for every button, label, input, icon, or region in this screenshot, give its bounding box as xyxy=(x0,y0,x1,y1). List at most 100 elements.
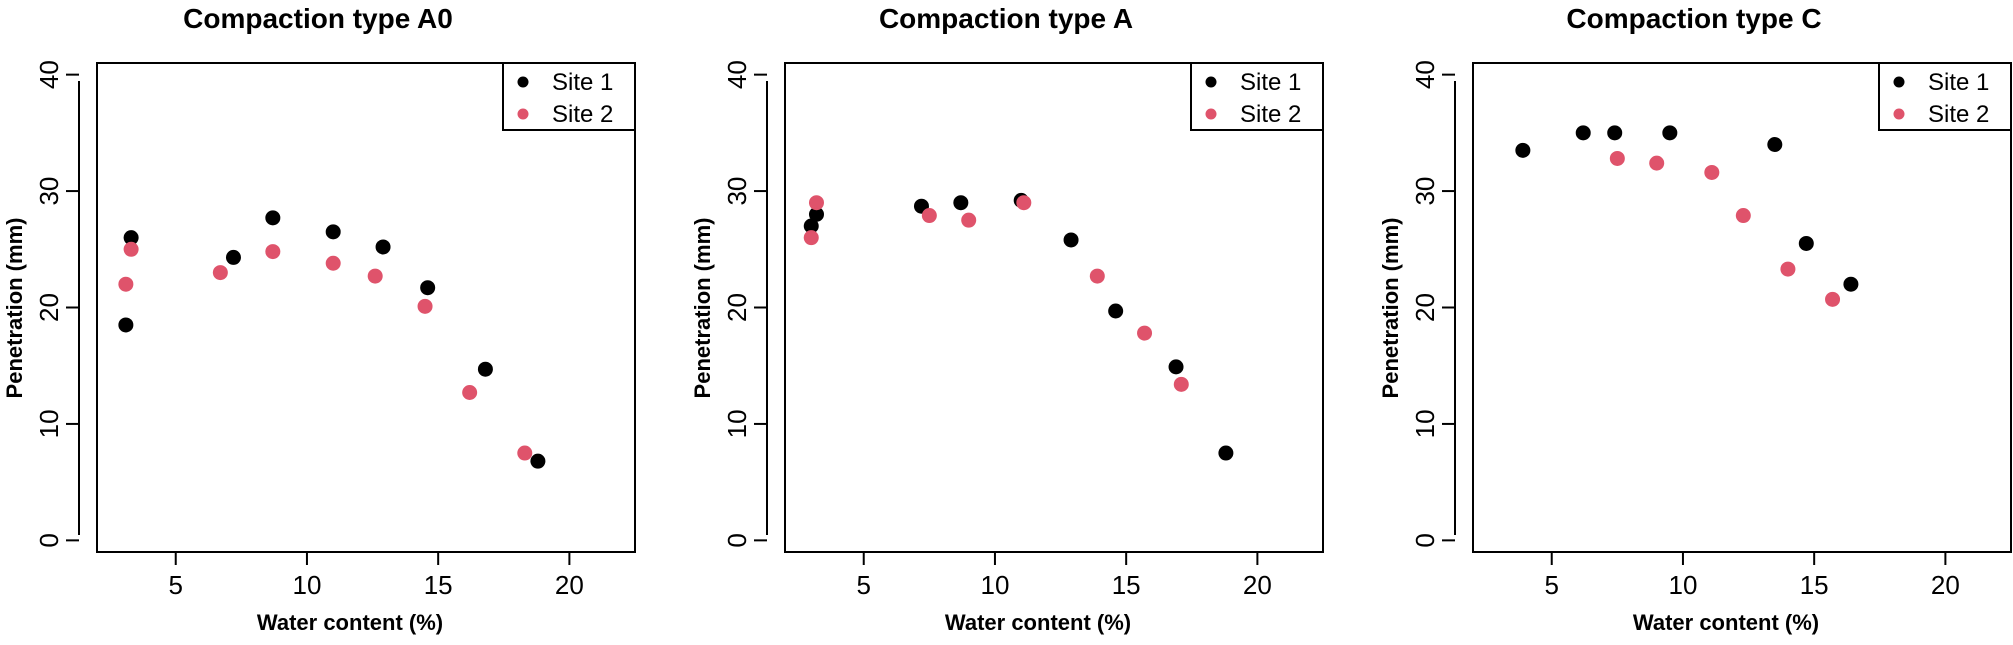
data-point-site-1 xyxy=(808,206,824,222)
data-point-site-1 xyxy=(803,218,819,234)
y-tick-label: 30 xyxy=(722,177,752,206)
data-point-site-1 xyxy=(477,361,493,377)
legend-marker-site-2 xyxy=(1205,108,1217,120)
y-axis-label: Penetration (mm) xyxy=(690,218,715,399)
y-tick-label: 0 xyxy=(722,533,752,547)
data-point-site-2 xyxy=(1609,150,1625,166)
legend-label-site-2: Site 2 xyxy=(552,101,613,128)
legend-label-site-1: Site 1 xyxy=(552,69,613,96)
legend: Site 1 Site 2 xyxy=(502,62,636,131)
data-point-site-1 xyxy=(1662,125,1678,141)
data-point-site-2 xyxy=(1137,325,1153,341)
x-ticks: 5 10 15 20 xyxy=(1544,552,1960,600)
y-axis: 0 10 20 30 40 Penetration (mm) xyxy=(690,60,768,548)
data-point-site-2 xyxy=(1704,164,1720,180)
data-point-site-1 xyxy=(1767,137,1783,152)
y-tick-label: 10 xyxy=(1410,409,1440,438)
data-point-site-1 xyxy=(375,239,391,255)
plot-frame xyxy=(784,62,1324,553)
x-tick-label: 15 xyxy=(1112,570,1141,600)
legend-label-site-1: Site 1 xyxy=(1928,69,1989,96)
data-point-site-1 xyxy=(1063,232,1079,248)
data-point-site-1 xyxy=(1168,359,1184,375)
data-point-site-2 xyxy=(1780,261,1796,277)
data-point-site-2 xyxy=(961,212,977,228)
data-point-site-2 xyxy=(1089,268,1105,284)
panel-title: Compaction type A xyxy=(879,3,1133,34)
y-tick-label: 20 xyxy=(722,293,752,322)
y-tick-label: 10 xyxy=(34,409,64,438)
data-point-site-1 xyxy=(530,453,546,469)
y-ticks: 0 10 20 30 40 xyxy=(722,60,767,548)
data-point-site-1 xyxy=(265,210,281,226)
data-point-site-2 xyxy=(803,230,819,246)
panel-title: Compaction type C xyxy=(1566,3,1821,34)
legend-label-site-1: Site 1 xyxy=(1240,69,1301,96)
data-point-site-2 xyxy=(1825,291,1841,307)
x-ticks: 5 10 15 20 xyxy=(856,552,1272,600)
points xyxy=(803,192,1234,461)
x-axis: 5 10 15 20 Water content (%) xyxy=(168,551,584,635)
data-point-site-1 xyxy=(1843,276,1859,292)
y-ticks: 0 10 20 30 40 xyxy=(1410,60,1455,548)
y-ticks: 0 10 20 30 40 xyxy=(34,60,79,548)
data-point-site-2 xyxy=(265,244,281,260)
panel-compaction-a: Compaction type A 0 10 20 30 40 Penetration … xyxy=(690,3,1324,635)
panel-title: Compaction type A0 xyxy=(183,3,453,34)
x-tick-label: 5 xyxy=(856,570,870,600)
data-point-site-2 xyxy=(1735,208,1751,224)
x-tick-label: 5 xyxy=(1544,570,1558,600)
legend-label-site-2: Site 2 xyxy=(1240,101,1301,128)
data-point-site-1 xyxy=(1515,142,1531,158)
x-axis: 5 10 15 20 Water content (%) xyxy=(856,551,1272,635)
data-point-site-1 xyxy=(1218,445,1234,461)
plot-frame xyxy=(1472,62,2012,553)
y-tick-label: 10 xyxy=(722,409,752,438)
y-axis: 0 10 20 30 40 Penetration (mm) xyxy=(1378,60,1456,548)
legend-marker-site-1 xyxy=(1205,76,1217,88)
data-point-site-1 xyxy=(123,230,139,246)
data-point-site-2 xyxy=(123,241,139,257)
y-axis: 0 10 20 30 40 Penetration (mm) xyxy=(2,60,80,548)
panel-compaction-c: Compaction type C 0 10 20 30 40 Penetration … xyxy=(1378,3,2012,635)
data-point-site-2 xyxy=(417,298,433,314)
x-tick-label: 20 xyxy=(1243,570,1272,600)
x-tick-label: 15 xyxy=(1800,570,1829,600)
points xyxy=(1515,125,1859,307)
x-axis-label: Water content (%) xyxy=(945,610,1131,635)
data-point-site-1 xyxy=(1108,303,1124,319)
y-tick-label: 40 xyxy=(1410,60,1440,89)
data-point-site-2 xyxy=(1649,155,1665,171)
data-point-site-2 xyxy=(325,255,341,271)
x-tick-label: 5 xyxy=(168,570,182,600)
data-point-site-1 xyxy=(953,195,969,211)
y-tick-label: 30 xyxy=(1410,177,1440,206)
data-point-site-1 xyxy=(1798,235,1814,251)
x-axis-label: Water content (%) xyxy=(257,610,443,635)
data-point-site-2 xyxy=(1016,195,1032,211)
data-point-site-1 xyxy=(325,224,341,240)
data-point-site-2 xyxy=(212,265,228,281)
plot-frame xyxy=(96,62,636,553)
data-point-site-2 xyxy=(462,384,478,400)
legend-marker-site-1 xyxy=(517,76,529,88)
data-point-site-1 xyxy=(1607,125,1623,141)
y-axis-label: Penetration (mm) xyxy=(2,218,27,399)
x-tick-label: 10 xyxy=(1668,570,1697,600)
x-axis: 5 10 15 20 Water content (%) xyxy=(1544,551,1960,635)
points xyxy=(118,210,546,469)
data-point-site-2 xyxy=(808,195,824,211)
y-axis-label: Penetration (mm) xyxy=(1378,218,1403,399)
y-tick-label: 20 xyxy=(34,293,64,322)
data-point-site-2 xyxy=(118,276,134,292)
y-tick-label: 30 xyxy=(34,177,64,206)
x-tick-label: 10 xyxy=(292,570,321,600)
panel-compaction-a0: Compaction type A0 0 10 20 30 40 Penetration… xyxy=(2,3,636,635)
legend: Site 1 Site 2 xyxy=(1878,62,2012,131)
x-tick-label: 10 xyxy=(980,570,1009,600)
legend-marker-site-2 xyxy=(517,108,529,120)
data-point-site-2 xyxy=(517,445,533,461)
data-point-site-2 xyxy=(921,208,937,224)
y-tick-label: 40 xyxy=(722,60,752,89)
